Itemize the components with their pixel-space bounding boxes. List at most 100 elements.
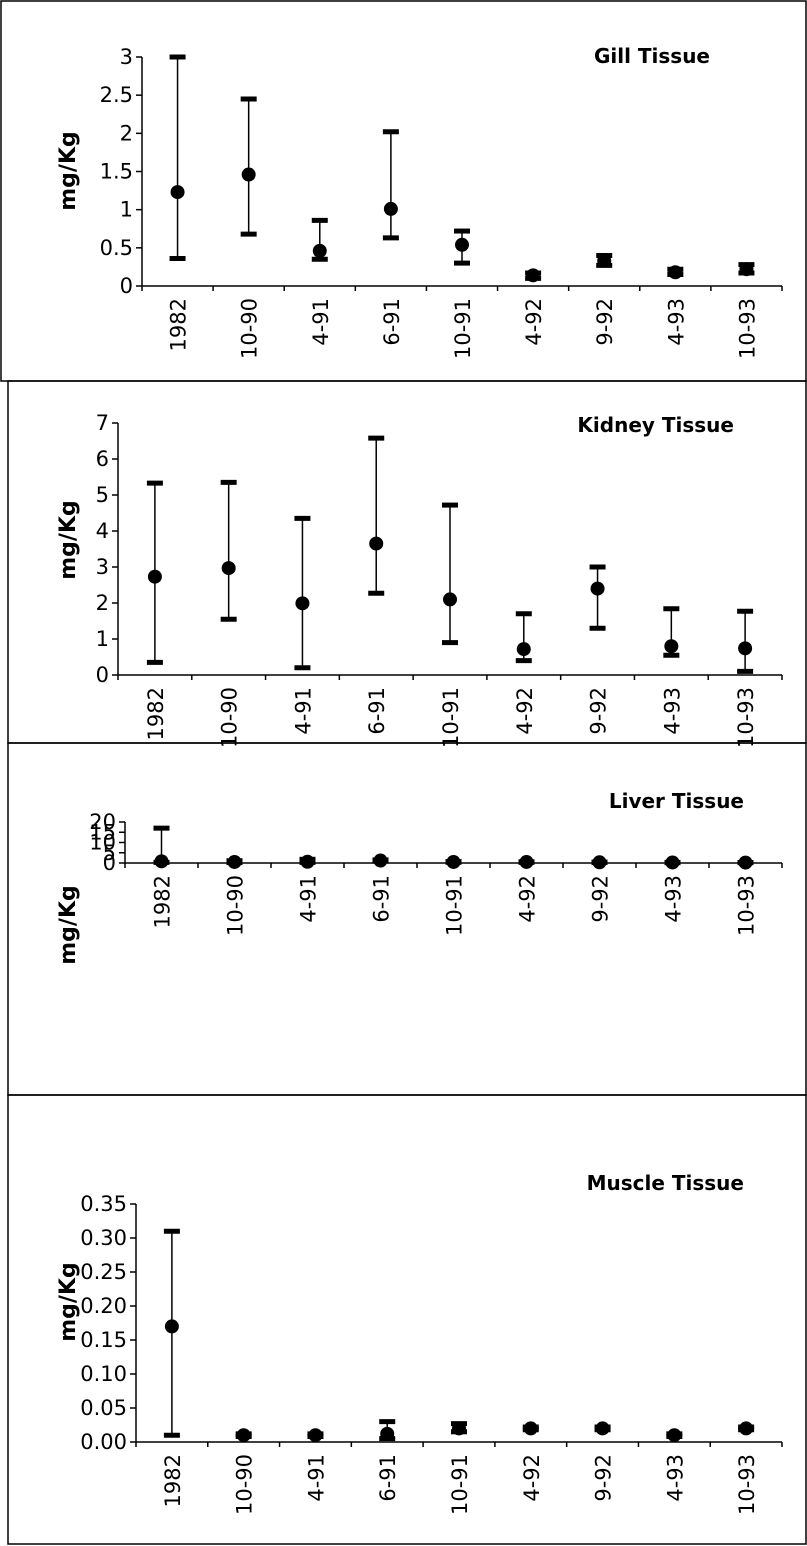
- muscle-y-tick-label: 0.00: [80, 1430, 127, 1454]
- gill-data-point: [241, 167, 256, 182]
- kidney-data-point: [664, 639, 679, 654]
- gill-plot-area: 0 0.5 1 1.5 2 2.5 3 1982 10-90 4-91 6-91 10-91 4-92 9…: [100, 45, 783, 359]
- gill-data-point: [739, 262, 754, 277]
- kidney-y-tick-label: 5: [96, 483, 109, 507]
- gill-data-point: [455, 237, 469, 252]
- kidney-y-tick-label: 0: [96, 663, 109, 687]
- liver-category-label: 10-90: [224, 875, 248, 936]
- liver-panel-title: Liver Tissue: [609, 789, 744, 813]
- liver-y-tick-label: 20: [89, 810, 116, 834]
- muscle-data-point: [308, 1428, 323, 1443]
- liver-y-tick-label: 5: [103, 841, 116, 865]
- kidney-y-tick-label: 4: [96, 519, 109, 543]
- kidney-category-label: 4-92: [513, 687, 537, 735]
- kidney-category-label: 10-90: [218, 687, 242, 748]
- gill-y-tick-label: 3: [120, 45, 133, 69]
- gill-data-point: [383, 201, 398, 216]
- liver-data-point: [373, 853, 388, 868]
- gill-y-tick-label: 1.5: [100, 160, 133, 184]
- muscle-category-label: 6-91: [376, 1454, 400, 1502]
- liver-data-point: [446, 854, 461, 869]
- kidney-data-point: [590, 581, 605, 596]
- kidney-y-tick-label: 6: [96, 447, 109, 471]
- gill-category-label: 10-90: [238, 298, 262, 359]
- kidney-y-axis-title: mg/Kg: [56, 500, 81, 580]
- muscle-plot-area: 0.00 0.05 0.10 0.15 0.20 0.25 0.30 0.35 1982 10-9…: [80, 1192, 783, 1515]
- liver-data-point: [227, 854, 242, 869]
- gill-panel: Gill Tissue mg/Kg 0 0.5 1 1.5 2 2.5 3 1982 10-90…: [0, 0, 807, 382]
- kidney-category-label: 4-93: [660, 687, 684, 735]
- kidney-data-point: [516, 642, 531, 657]
- gill-category-label: 10-93: [735, 298, 759, 359]
- gill-category-label: 4-93: [664, 298, 688, 346]
- muscle-category-label: 1982: [161, 1454, 185, 1507]
- kidney-y-tick-label: 2: [96, 591, 109, 615]
- liver-category-label: 1982: [151, 875, 175, 928]
- gill-panel-title: Gill Tissue: [594, 44, 710, 68]
- muscle-panel: Muscle Tissue mg/Kg 0.00 0.05 0.10 0.15 0.20…: [7, 1094, 807, 1545]
- kidney-category-label: 4-91: [291, 687, 315, 735]
- kidney-data-point: [369, 536, 384, 551]
- liver-data-point: [592, 855, 607, 870]
- gill-data-point: [597, 253, 612, 268]
- muscle-y-axis-title: mg/Kg: [56, 1262, 81, 1342]
- muscle-y-tick-label: 0.20: [80, 1294, 127, 1318]
- liver-y-axis-title: mg/Kg: [56, 885, 81, 965]
- muscle-y-tick-label: 0.30: [80, 1226, 127, 1250]
- muscle-panel-frame: [7, 1094, 807, 1545]
- liver-data-point: [738, 855, 753, 870]
- gill-y-axis-title: mg/Kg: [56, 131, 81, 211]
- kidney-data-point: [443, 592, 457, 607]
- muscle-data-point: [380, 1426, 395, 1441]
- kidney-data-point: [738, 641, 753, 656]
- muscle-data-point: [667, 1428, 682, 1443]
- muscle-category-label: 4-92: [520, 1454, 544, 1502]
- gill-y-tick-label: 0.5: [100, 236, 133, 260]
- liver-data-point: [300, 854, 315, 869]
- kidney-data-point: [295, 596, 310, 611]
- liver-y-tick-label: 15: [89, 820, 116, 844]
- muscle-category-label: 4-91: [304, 1454, 328, 1502]
- muscle-category-label: 9-92: [592, 1454, 616, 1502]
- muscle-data-point: [236, 1428, 251, 1443]
- muscle-category-label: 10-91: [448, 1454, 472, 1515]
- muscle-data-point: [164, 1319, 179, 1334]
- gill-category-label: 4-91: [309, 298, 333, 346]
- gill-category-label: 4-92: [522, 298, 546, 346]
- kidney-y-tick-label: 1: [96, 627, 109, 651]
- muscle-data-point: [739, 1421, 754, 1436]
- gill-y-tick-label: 2: [120, 121, 133, 145]
- muscle-category-label: 10-93: [735, 1454, 759, 1515]
- liver-data-point: [154, 854, 169, 869]
- muscle-y-tick-label: 0.35: [80, 1192, 127, 1216]
- liver-category-label: 9-92: [589, 875, 613, 923]
- liver-category-label: 10-91: [443, 875, 467, 936]
- liver-data-point: [519, 854, 534, 869]
- muscle-y-tick-label: 0.25: [80, 1260, 127, 1284]
- kidney-plot-area: 0 1 2 3 4 5 6 7 1982 10-90 4-91 6-91 10-91 4-92 9-92 4-…: [96, 411, 783, 748]
- gill-data-point: [312, 243, 327, 258]
- muscle-panel-title: Muscle Tissue: [587, 1171, 744, 1195]
- gill-data-point: [170, 185, 185, 200]
- kidney-category-label: 9-92: [587, 687, 611, 735]
- liver-category-label: 4-93: [662, 875, 686, 923]
- liver-category-label: 4-91: [297, 875, 321, 923]
- kidney-data-point: [147, 569, 162, 584]
- liver-y-tick-label: 0: [103, 851, 116, 875]
- kidney-y-tick-label: 7: [96, 411, 109, 435]
- muscle-y-tick-label: 0.15: [80, 1328, 127, 1352]
- kidney-category-label: 10-91: [439, 687, 463, 748]
- liver-category-label: 10-93: [735, 875, 759, 936]
- gill-y-tick-label: 1: [120, 198, 133, 222]
- gill-category-label: 10-91: [451, 298, 475, 359]
- muscle-y-tick-label: 0.05: [80, 1396, 127, 1420]
- kidney-y-tick-label: 3: [96, 555, 109, 579]
- muscle-category-label: 4-93: [663, 1454, 687, 1502]
- muscle-y-tick-label: 0.10: [80, 1362, 127, 1386]
- muscle-category-label: 10-90: [233, 1454, 257, 1515]
- gill-y-tick-label: 0: [120, 274, 133, 298]
- liver-data-point: [665, 855, 680, 870]
